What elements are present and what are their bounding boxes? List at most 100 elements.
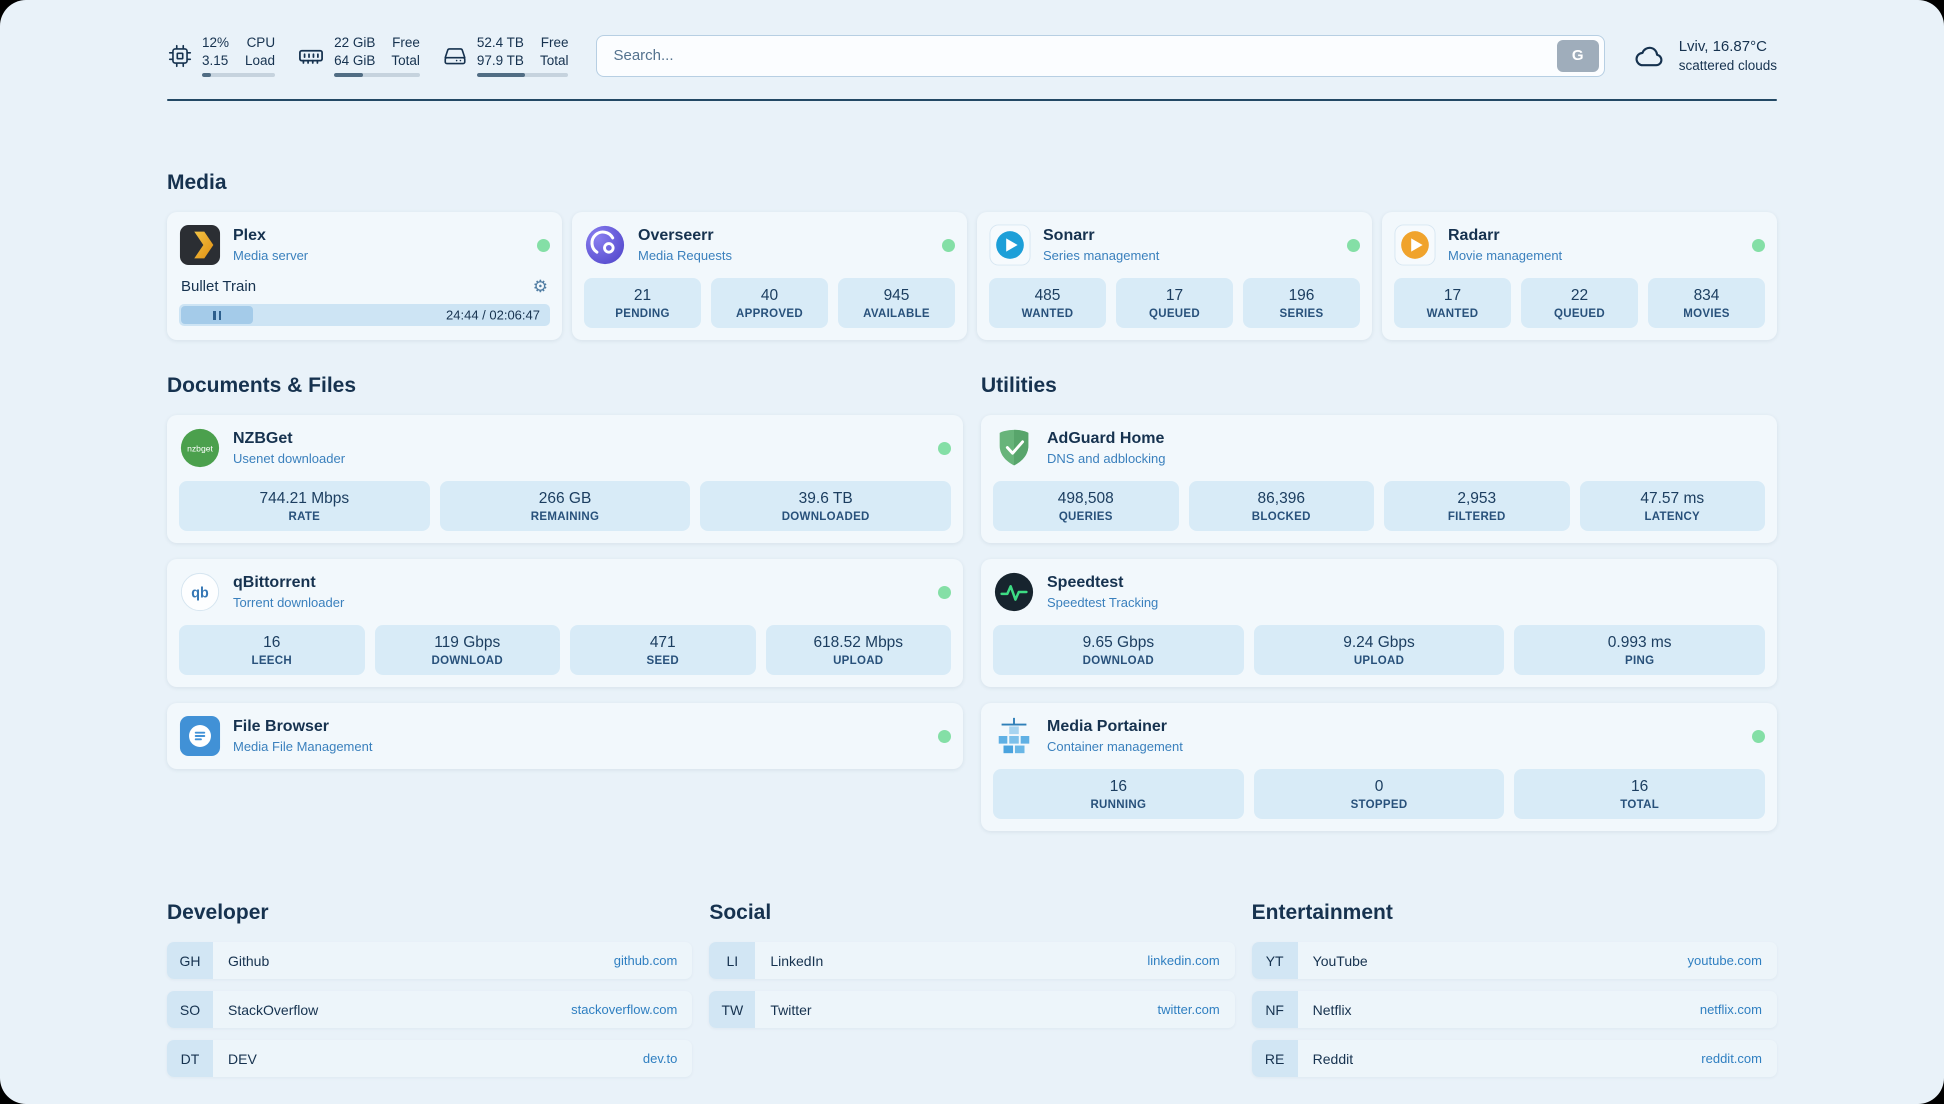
memory-total-label: Total bbox=[391, 52, 420, 68]
disk-usage-fill bbox=[476, 73, 526, 78]
memory-usage-bar bbox=[334, 73, 420, 78]
bookmark-abbr: DT bbox=[167, 1040, 213, 1078]
stat-label: LEECH bbox=[251, 655, 292, 668]
stat-label: REMAINING bbox=[530, 511, 600, 524]
bookmark-name: StackOverflow bbox=[228, 1001, 319, 1018]
bookmark-abbr: TW bbox=[709, 991, 756, 1029]
cpu-load-label: Load bbox=[245, 52, 276, 68]
status-online-dot bbox=[1347, 238, 1360, 252]
bookmark-reddit[interactable]: RE Reddit reddit.com bbox=[1251, 1040, 1777, 1078]
service-card-nzbget[interactable]: nzbget NZBGet Usenet downloader 74 bbox=[167, 415, 963, 544]
bookmark-linkedin[interactable]: LI LinkedIn linkedin.com bbox=[709, 942, 1235, 980]
overseerr-stats: 21 PENDING 40 APPROVED 945 AVAILABLE bbox=[584, 278, 955, 329]
playback-progress-bar[interactable]: 24:44 / 02:06:47 bbox=[179, 304, 550, 327]
bookmark-link[interactable]: twitter.com bbox=[1157, 1002, 1220, 1018]
service-card-plex[interactable]: Plex Media server Bullet Train ⚙ 24:44 /… bbox=[167, 212, 562, 341]
stat-queries: 498,508 QUERIES bbox=[993, 481, 1179, 532]
social-bookmarks: LI LinkedIn linkedin.com TW Twitter twit… bbox=[709, 942, 1235, 1029]
service-card-radarr[interactable]: Radarr Movie management 17 WANTED 22 QUE… bbox=[1382, 212, 1777, 341]
stat-value: 22 bbox=[1570, 287, 1589, 305]
stat-label: BLOCKED bbox=[1251, 511, 1311, 524]
service-card-qbittorrent[interactable]: qb qBittorrent Torrent downloader bbox=[167, 559, 963, 688]
service-card-adguard[interactable]: AdGuard Home DNS and adblocking 498,508 … bbox=[981, 415, 1777, 544]
portainer-stats: 16 RUNNING 0 STOPPED 16 TOTAL bbox=[993, 769, 1766, 820]
disk-total-value: 97.9 TB bbox=[476, 52, 524, 68]
search-box: G bbox=[596, 34, 1605, 77]
stat-value: 86,396 bbox=[1257, 490, 1305, 508]
stat-label: WANTED bbox=[1021, 308, 1074, 321]
media-card-grid: Plex Media server Bullet Train ⚙ 24:44 /… bbox=[167, 212, 1777, 341]
radarr-card-head: Radarr Movie management bbox=[1394, 224, 1765, 266]
google-search-button[interactable]: G bbox=[1556, 39, 1599, 72]
stat-movies: 834 MOVIES bbox=[1648, 278, 1765, 329]
cpu-values: 12% 3.15 bbox=[202, 34, 229, 69]
sonarr-text: Sonarr Series management bbox=[1043, 227, 1159, 263]
bookmark-link[interactable]: github.com bbox=[613, 953, 678, 969]
bookmark-link[interactable]: youtube.com bbox=[1687, 953, 1762, 969]
bookmark-link[interactable]: stackoverflow.com bbox=[571, 1002, 678, 1018]
search-input[interactable] bbox=[613, 47, 1557, 65]
bookmark-netflix[interactable]: NF Netflix netflix.com bbox=[1251, 991, 1777, 1029]
stat-value: 47.57 ms bbox=[1640, 490, 1705, 508]
disk-widget-body: 52.4 TB 97.9 TB Free Total bbox=[476, 34, 569, 78]
cpu-chip-icon bbox=[168, 44, 192, 67]
settings-gear-icon[interactable]: ⚙ bbox=[532, 277, 548, 297]
stat-value: 9.65 Gbps bbox=[1082, 634, 1155, 652]
sonarr-stats: 485 WANTED 17 QUEUED 196 SERIES bbox=[989, 278, 1360, 329]
bookmark-abbr: LI bbox=[709, 942, 756, 980]
status-online-dot bbox=[1752, 729, 1765, 743]
bookmark-name: Twitter bbox=[770, 1001, 812, 1018]
stat-total: 16 TOTAL bbox=[1514, 769, 1766, 820]
bookmark-link[interactable]: netflix.com bbox=[1699, 1002, 1762, 1018]
bookmark-link[interactable]: reddit.com bbox=[1701, 1051, 1762, 1067]
stat-value: 266 GB bbox=[538, 490, 592, 508]
stat-value: 17 bbox=[1443, 287, 1462, 305]
service-name: Media Portainer bbox=[1047, 718, 1168, 736]
stat-blocked: 86,396 BLOCKED bbox=[1188, 481, 1374, 532]
bookmark-twitter[interactable]: TW Twitter twitter.com bbox=[709, 991, 1235, 1029]
stat-downloaded: 39.6 TB DOWNLOADED bbox=[700, 481, 952, 532]
service-card-sonarr[interactable]: Sonarr Series management 485 WANTED 17 Q… bbox=[977, 212, 1372, 341]
disk-free-value: 52.4 TB bbox=[476, 35, 524, 50]
stat-queued: 17 QUEUED bbox=[1116, 278, 1233, 329]
memory-values: 22 GiB 64 GiB bbox=[334, 34, 375, 69]
pause-icon bbox=[213, 310, 216, 320]
stat-leech: 16 LEECH bbox=[179, 625, 365, 676]
stat-value: 40 bbox=[760, 287, 779, 305]
portainer-crane-icon bbox=[993, 715, 1035, 757]
service-description: Media File Management bbox=[233, 739, 373, 755]
bookmark-abbr: RE bbox=[1251, 1040, 1298, 1078]
adguard-shield-icon bbox=[993, 427, 1035, 469]
service-card-portainer[interactable]: Media Portainer Container management 16 … bbox=[981, 703, 1777, 832]
service-card-filebrowser[interactable]: File Browser Media File Management bbox=[167, 703, 963, 770]
stat-value: 744.21 Mbps bbox=[259, 490, 350, 508]
playback-progress-fill[interactable] bbox=[181, 306, 254, 325]
filebrowser-icon bbox=[179, 715, 221, 757]
developer-column: Developer GH Github github.com SO StackO… bbox=[167, 901, 693, 1078]
svg-text:qb: qb bbox=[191, 585, 209, 601]
bookmark-youtube[interactable]: YT YouTube youtube.com bbox=[1251, 942, 1777, 980]
disk-total-label: Total bbox=[539, 52, 569, 68]
cpu-percent: 12% bbox=[202, 35, 230, 50]
bookmark-dev[interactable]: DT DEV dev.to bbox=[167, 1040, 693, 1078]
stat-upload: 618.52 Mbps UPLOAD bbox=[765, 625, 951, 676]
stat-value: 0.993 ms bbox=[1607, 634, 1672, 652]
bookmarks-grid: Developer GH Github github.com SO StackO… bbox=[167, 901, 1777, 1078]
stat-label: SERIES bbox=[1279, 308, 1324, 321]
documents-cards: nzbget NZBGet Usenet downloader 74 bbox=[167, 415, 963, 770]
bookmark-github[interactable]: GH Github github.com bbox=[167, 942, 693, 980]
adguard-card-head: AdGuard Home DNS and adblocking bbox=[993, 427, 1765, 469]
bookmark-stackoverflow[interactable]: SO StackOverflow stackoverflow.com bbox=[167, 991, 693, 1029]
cloud-weather-icon bbox=[1635, 46, 1663, 66]
disk-widget-grid: 52.4 TB 97.9 TB Free Total bbox=[477, 34, 569, 69]
service-name: NZBGet bbox=[233, 430, 293, 448]
service-card-speedtest[interactable]: Speedtest Speedtest Tracking 9.65 Gbps D… bbox=[981, 559, 1777, 688]
bookmark-link[interactable]: linkedin.com bbox=[1147, 953, 1220, 969]
service-card-overseerr[interactable]: Overseerr Media Requests 21 PENDING 40 A… bbox=[572, 212, 967, 341]
bookmark-link[interactable]: dev.to bbox=[642, 1051, 678, 1067]
bookmark-abbr: GH bbox=[167, 942, 213, 980]
social-column: Social LI LinkedIn linkedin.com TW Twitt… bbox=[709, 901, 1235, 1029]
stat-label: FILTERED bbox=[1447, 511, 1506, 524]
nzbget-stats: 744.21 Mbps RATE 266 GB REMAINING 39.6 T… bbox=[179, 481, 952, 532]
